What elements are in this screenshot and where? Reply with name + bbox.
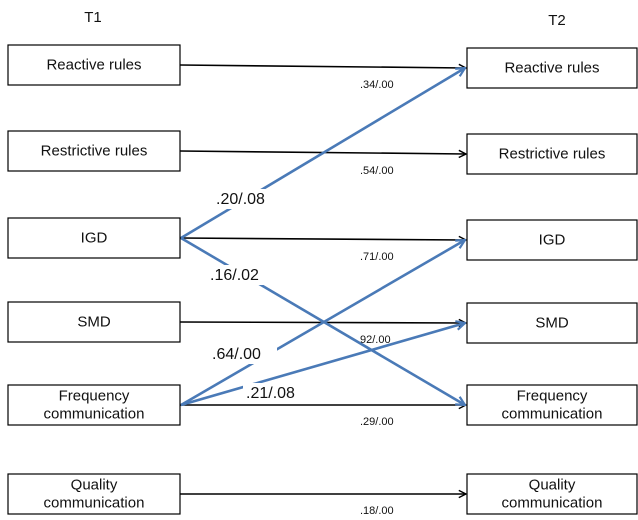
cross-path-label: .64/.00	[212, 346, 261, 363]
t1-node-igd: IGD	[7, 217, 181, 259]
t2-header: T2	[548, 12, 566, 29]
stability-path-label: .34/.00	[360, 79, 394, 91]
cross-lagged-paths	[180, 68, 465, 407]
cross-path-igd-to-reactive	[180, 68, 465, 240]
t1-node-label: Reactive rules	[46, 57, 141, 74]
t2-node-box	[466, 302, 638, 344]
t2-node-box	[466, 384, 638, 426]
t2-node-label: communication	[502, 495, 603, 512]
t2-node-label: Frequency	[517, 388, 588, 405]
t1-node-label: Quality	[71, 477, 118, 494]
t1-node-label: SMD	[77, 314, 111, 331]
t1-node-label: IGD	[81, 230, 108, 247]
t2-node-label: IGD	[539, 232, 566, 249]
t2-node-label: communication	[502, 406, 603, 423]
t2-node-box	[466, 473, 638, 515]
stability-path-label: .18/.00	[360, 505, 394, 517]
t1-node-smd: SMD	[7, 301, 181, 343]
t1-node-box	[7, 130, 181, 172]
stability-path-label: .29/.00	[360, 416, 394, 428]
t2-nodes: Reactive rules Restrictive rules IGD SMD Fre…	[466, 47, 638, 515]
t2-node-box	[466, 47, 638, 89]
t1-node-box	[7, 473, 181, 515]
cross-path-label: .20/.08	[216, 191, 265, 208]
t2-node-label: SMD	[535, 315, 569, 332]
t1-node-reactive: Reactive rules	[7, 44, 181, 86]
t2-node-box	[466, 219, 638, 261]
stability-path-igd	[179, 238, 466, 240]
t1-node-box	[7, 384, 181, 426]
t1-node-label: Frequency	[59, 388, 130, 405]
t1-node-label: communication	[44, 495, 145, 512]
t2-node-label: Restrictive rules	[499, 146, 606, 163]
t1-node-box	[7, 217, 181, 259]
stability-path-label: .71/.00	[360, 251, 394, 263]
t2-node-restrictive: Restrictive rules	[466, 133, 638, 175]
cross-path-freq-to-igd	[180, 240, 465, 407]
t1-nodes: Reactive rules Restrictive rules IGD SMD Fre…	[7, 44, 181, 515]
cross-path-freq-to-smd	[180, 323, 465, 407]
cross-path-label-bg	[243, 383, 311, 403]
t1-node-restrictive: Restrictive rules	[7, 130, 181, 172]
t1-node-label: communication	[44, 406, 145, 423]
cross-path-label: .16/.02	[210, 267, 259, 284]
t2-node-smd: SMD	[466, 302, 638, 344]
cross-path-label-bg	[209, 344, 277, 364]
cross-path-label: .21/.08	[246, 385, 295, 402]
stability-path-reactive	[179, 65, 466, 68]
t2-node-label: Reactive rules	[504, 60, 599, 77]
t1-header: T1	[84, 9, 102, 26]
cross-path-label-bg	[213, 189, 281, 209]
stability-path-label: 92/.00	[360, 334, 391, 346]
stability-path-label: .54/.00	[360, 165, 394, 177]
t1-node-box	[7, 301, 181, 343]
cross-path-label-bg	[207, 265, 275, 285]
t1-node-box	[7, 44, 181, 86]
t1-node-label: Restrictive rules	[41, 143, 148, 160]
t2-node-label: Quality	[529, 477, 576, 494]
t2-node-box	[466, 133, 638, 175]
path-labels: .34/.00 .54/.00 .71/.00 92/.00 .29/.00 .18/.0…	[207, 79, 394, 517]
t2-node-reactive: Reactive rules	[466, 47, 638, 89]
t2-node-igd: IGD	[466, 219, 638, 261]
stability-paths	[179, 65, 466, 494]
